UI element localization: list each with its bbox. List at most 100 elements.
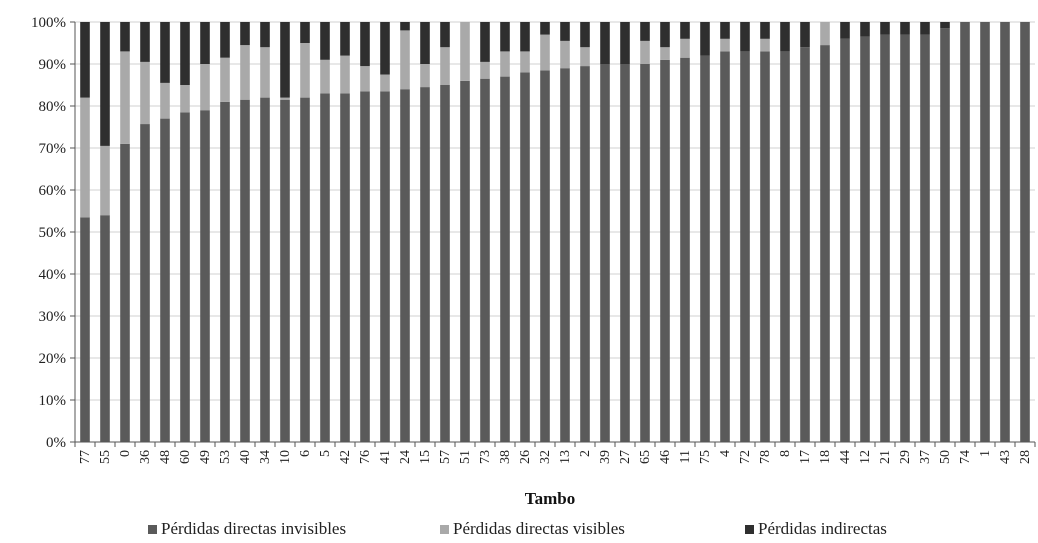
- x-tick-label: 57: [438, 450, 453, 464]
- bar-segment-1-tambo-0: [120, 143, 130, 443]
- bar-segment-1-tambo-11: [680, 57, 690, 442]
- bar-segment-1-tambo-57: [440, 85, 450, 442]
- bar-segment-3-tambo-32: [540, 22, 550, 35]
- bar-segment-2-tambo-51: [460, 22, 470, 81]
- bar-segment-2-tambo-34: [260, 47, 270, 98]
- bar-segment-3-tambo-40: [240, 22, 250, 46]
- bar-segment-3-tambo-42: [340, 22, 350, 56]
- bar-segment-2-tambo-55: [100, 145, 110, 216]
- bar-segment-1-tambo-72: [740, 51, 750, 443]
- bar-segment-1-tambo-8: [780, 51, 790, 443]
- bar-segment-1-tambo-44: [840, 38, 850, 443]
- bar-segment-1-tambo-37: [920, 34, 930, 442]
- x-tick-label: 48: [158, 450, 173, 464]
- bar-segment-3-tambo-65: [640, 22, 650, 41]
- y-tick-label: 100%: [31, 15, 66, 31]
- y-tick-label: 50%: [39, 225, 67, 241]
- bar-segment-2-tambo-6: [300, 43, 310, 98]
- bar-segment-1-tambo-76: [360, 91, 370, 443]
- bar-segment-1-tambo-65: [640, 64, 650, 442]
- bar-segment-3-tambo-11: [680, 22, 690, 39]
- legend-swatch-2: [440, 525, 449, 534]
- bar-segment-3-tambo-24: [400, 22, 410, 31]
- bar-segment-2-tambo-48: [160, 82, 170, 119]
- bar-segment-1-tambo-40: [240, 99, 250, 442]
- bar-segment-1-tambo-42: [340, 93, 350, 443]
- bar-segment-2-tambo-57: [440, 47, 450, 85]
- legend: Pérdidas directas invisibles Pérdidas dir…: [148, 519, 887, 538]
- x-tick-label: 36: [138, 450, 153, 464]
- bar-segment-3-tambo-26: [520, 22, 530, 52]
- bar-segment-2-tambo-18: [820, 22, 830, 46]
- bar-segment-1-tambo-39: [600, 64, 610, 442]
- x-tick-label: 4: [718, 450, 733, 457]
- bar-segment-2-tambo-36: [140, 61, 150, 125]
- bar-segment-3-tambo-37: [920, 22, 930, 35]
- bar-segment-1-tambo-77: [80, 217, 90, 442]
- legend-label-2: Pérdidas directas visibles: [453, 519, 625, 538]
- bar-segment-1-tambo-55: [100, 215, 110, 442]
- bar-segment-1-tambo-15: [420, 87, 430, 442]
- y-tick-label: 20%: [39, 351, 67, 367]
- bar-segment-2-tambo-46: [660, 47, 670, 60]
- x-tick-label: 65: [638, 450, 653, 464]
- bar-segment-1-tambo-17: [800, 47, 810, 442]
- bar-segment-3-tambo-34: [260, 22, 270, 48]
- bar-segment-1-tambo-73: [480, 78, 490, 442]
- bar-segment-2-tambo-11: [680, 38, 690, 58]
- bar-segment-1-tambo-60: [180, 112, 190, 443]
- bar-segment-1-tambo-41: [380, 91, 390, 443]
- y-tick-label: 30%: [39, 309, 67, 325]
- bar-segment-2-tambo-10: [280, 97, 290, 100]
- x-tick-label: 6: [298, 450, 313, 457]
- bar-segment-1-tambo-2: [580, 66, 590, 442]
- bar-segment-1-tambo-34: [260, 97, 270, 442]
- x-tick-label: 44: [838, 450, 853, 464]
- bar-segment-1-tambo-48: [160, 118, 170, 442]
- bar-segment-1-tambo-36: [140, 124, 150, 442]
- bar-segment-2-tambo-24: [400, 30, 410, 90]
- bar-segment-1-tambo-46: [660, 59, 670, 443]
- bar-segment-1-tambo-13: [560, 68, 570, 442]
- bar-segment-1-tambo-75: [700, 55, 710, 442]
- bar-segment-2-tambo-38: [500, 51, 510, 77]
- bar-segment-2-tambo-2: [580, 47, 590, 67]
- y-axis: 0% 10% 20% 30% 40% 50% 60% 70% 80% 90% 100%: [31, 15, 76, 451]
- bar-segment-2-tambo-42: [340, 55, 350, 94]
- x-tick-label: 38: [498, 450, 513, 464]
- y-tick-label: 60%: [39, 183, 67, 199]
- x-tick-label: 76: [358, 450, 373, 464]
- x-tick-label: 72: [738, 450, 753, 464]
- bar-segment-3-tambo-10: [280, 22, 290, 98]
- bar-segment-1-tambo-32: [540, 70, 550, 443]
- bar-segment-3-tambo-29: [900, 22, 910, 35]
- bar-segment-3-tambo-60: [180, 22, 190, 85]
- bar-segment-1-tambo-18: [820, 45, 830, 442]
- bar-segment-1-tambo-26: [520, 72, 530, 443]
- x-tick-label: 11: [678, 450, 693, 463]
- bar-segment-3-tambo-55: [100, 22, 110, 146]
- bar-segment-1-tambo-27: [620, 64, 630, 442]
- x-axis: 77 55 0 36 48 60 49 53 40 34 10 6 5 42 76 41 24 15 57 51 73 3…: [74, 441, 1036, 464]
- bar-segment-1-tambo-1: [980, 22, 990, 442]
- legend-label-1: Pérdidas directas invisibles: [161, 519, 346, 538]
- bar-segment-1-tambo-5: [320, 93, 330, 443]
- y-tick-label: 40%: [39, 267, 67, 283]
- bar-segment-1-tambo-43: [1000, 22, 1010, 442]
- x-tick-label: 75: [698, 450, 713, 464]
- bar-segment-2-tambo-65: [640, 40, 650, 64]
- y-tick-label: 90%: [39, 57, 67, 73]
- bar-segment-3-tambo-5: [320, 22, 330, 60]
- x-tick-label: 15: [418, 450, 433, 464]
- bar-segment-3-tambo-53: [220, 22, 230, 58]
- bar-segment-1-tambo-53: [220, 101, 230, 443]
- bar-segment-1-tambo-4: [720, 51, 730, 443]
- bar-segment-3-tambo-41: [380, 22, 390, 75]
- bar-segment-3-tambo-75: [700, 22, 710, 56]
- bar-segment-3-tambo-77: [80, 22, 90, 98]
- x-tick-label: 2: [578, 450, 593, 457]
- bar-segment-1-tambo-10: [280, 99, 290, 442]
- bar-segment-1-tambo-29: [900, 34, 910, 442]
- x-tick-label: 29: [898, 450, 913, 464]
